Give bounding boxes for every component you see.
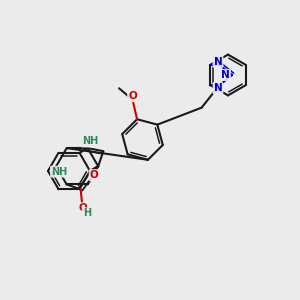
Text: N: N [221, 70, 230, 80]
Text: O: O [79, 203, 87, 213]
Text: O: O [90, 170, 98, 180]
Text: N: N [214, 57, 222, 67]
Text: H: H [83, 208, 91, 218]
Text: O: O [128, 91, 137, 101]
Text: NH: NH [82, 136, 98, 146]
Text: N: N [214, 83, 222, 93]
Text: NH: NH [51, 167, 67, 177]
